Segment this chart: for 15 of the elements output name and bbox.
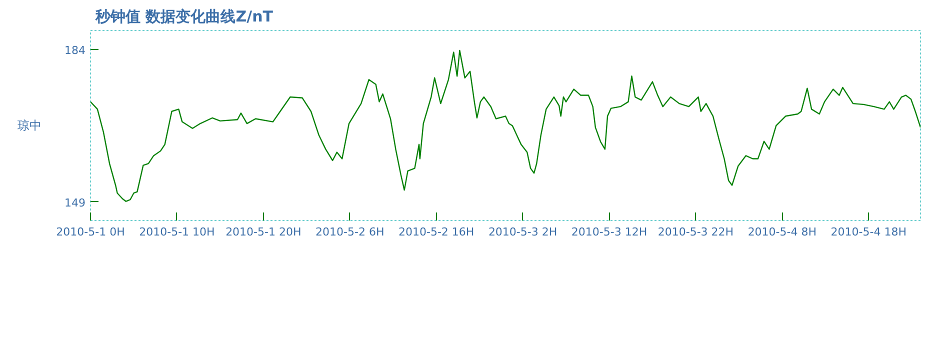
x-tick-label: 2010-5-4 8H [748,226,817,238]
x-tick-label: 2010-5-2 16H [398,226,474,238]
x-tick-label: 2010-5-3 2H [488,226,558,238]
x-tick-label: 2010-5-4 18H [830,226,906,238]
x-tick-label: 2010-5-2 6H [316,226,384,238]
x-tick-label: 2010-5-3 12H [571,226,648,238]
chart-title: 秒钟值 数据变化曲线Z/nT [94,8,274,26]
line-series [90,50,920,202]
x-tick-label: 2010-5-1 10H [139,226,215,238]
y-tick-label: 149 [64,196,86,210]
x-tick-label: 2010-5-1 0H [56,226,125,238]
y-tick-label: 184 [64,44,86,58]
x-tick-label: 2010-5-3 22H [658,226,734,238]
x-tick-label: 2010-5-1 20H [226,226,302,238]
y-axis-title: 琼中 [18,118,42,132]
